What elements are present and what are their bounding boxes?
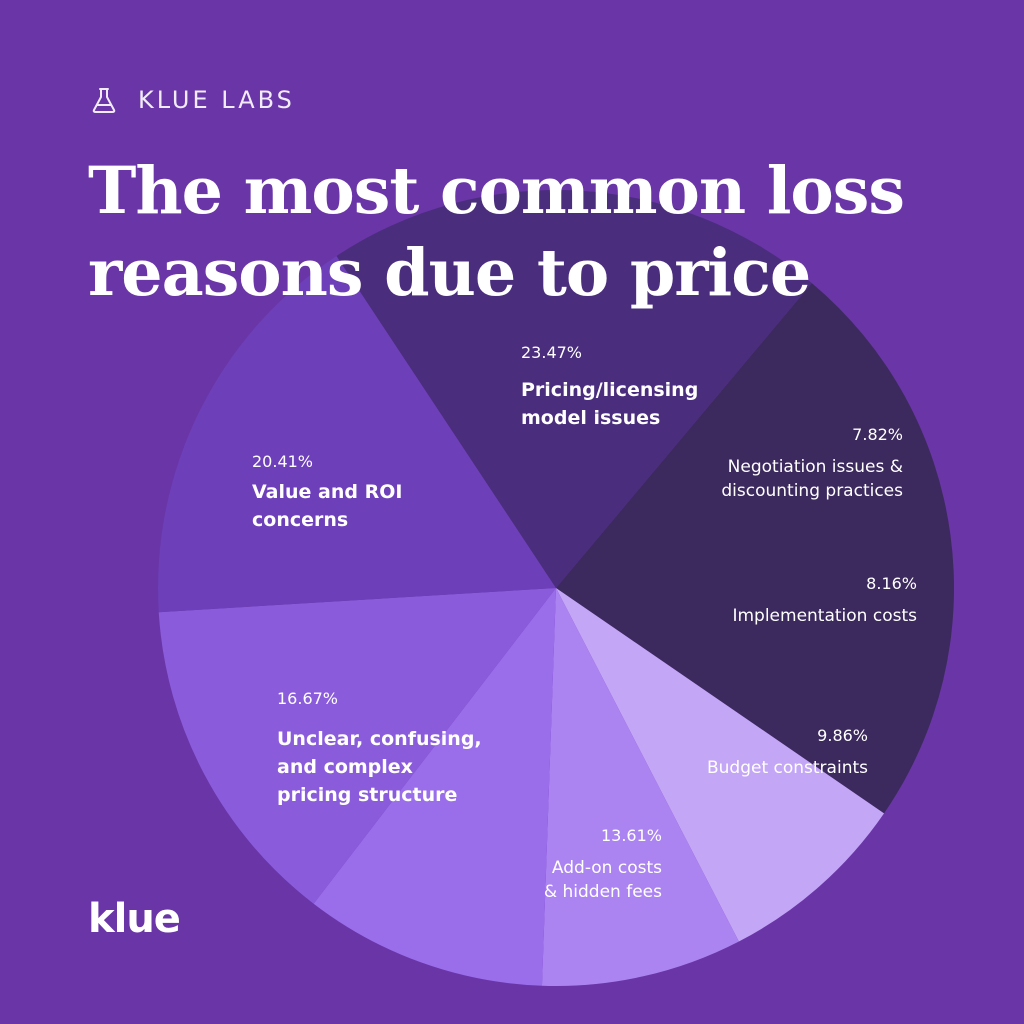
slice-category-label: pricing structure [277, 784, 457, 806]
slice-category-label: Value and ROI [252, 481, 402, 503]
slice-category-label: Budget constraints [707, 758, 868, 778]
title-line-2: reasons due to price [88, 235, 811, 311]
pie-slice-1 [556, 283, 954, 814]
slice-category-label: Unclear, confusing, [277, 728, 482, 750]
brand-row: KLUE LABS [90, 86, 295, 114]
slice-value-label: 7.82% [852, 425, 903, 444]
page-title: The most common loss reasons due to pric… [88, 150, 905, 314]
pie-slice-7 [336, 189, 812, 588]
slice-category-label: Negotiation issues & [728, 457, 903, 477]
slice-value-label: 8.16% [866, 574, 917, 593]
slice-category-label: Add-on costs [552, 858, 662, 878]
pie-slice-3 [541, 588, 739, 986]
slice-category-label: Implementation costs [732, 606, 917, 626]
klue-logo: klue [88, 896, 181, 942]
slice-category-label: concerns [252, 509, 348, 531]
slice-value-label: 9.86% [817, 726, 868, 745]
pie-slice-2 [556, 588, 885, 942]
flask-icon [92, 88, 116, 113]
slice-category-label: model issues [521, 407, 660, 429]
slice-value-label: 23.47% [521, 343, 582, 362]
title-line-1: The most common loss [88, 153, 905, 229]
slice-value-label: 16.67% [277, 689, 338, 708]
slice-value-label: 20.41% [252, 452, 313, 471]
pie-slice-4 [313, 588, 556, 986]
brand-name: KLUE LABS [138, 86, 295, 114]
pie-slice-5 [158, 588, 557, 904]
slice-category-label: Pricing/licensing [521, 379, 698, 401]
pie-slice-6 [158, 256, 556, 613]
slice-category-label: discounting practices [721, 481, 903, 501]
slice-value-label: 13.61% [601, 826, 662, 845]
slice-category-label: & hidden fees [544, 882, 662, 902]
slice-category-label: and complex [277, 756, 413, 778]
